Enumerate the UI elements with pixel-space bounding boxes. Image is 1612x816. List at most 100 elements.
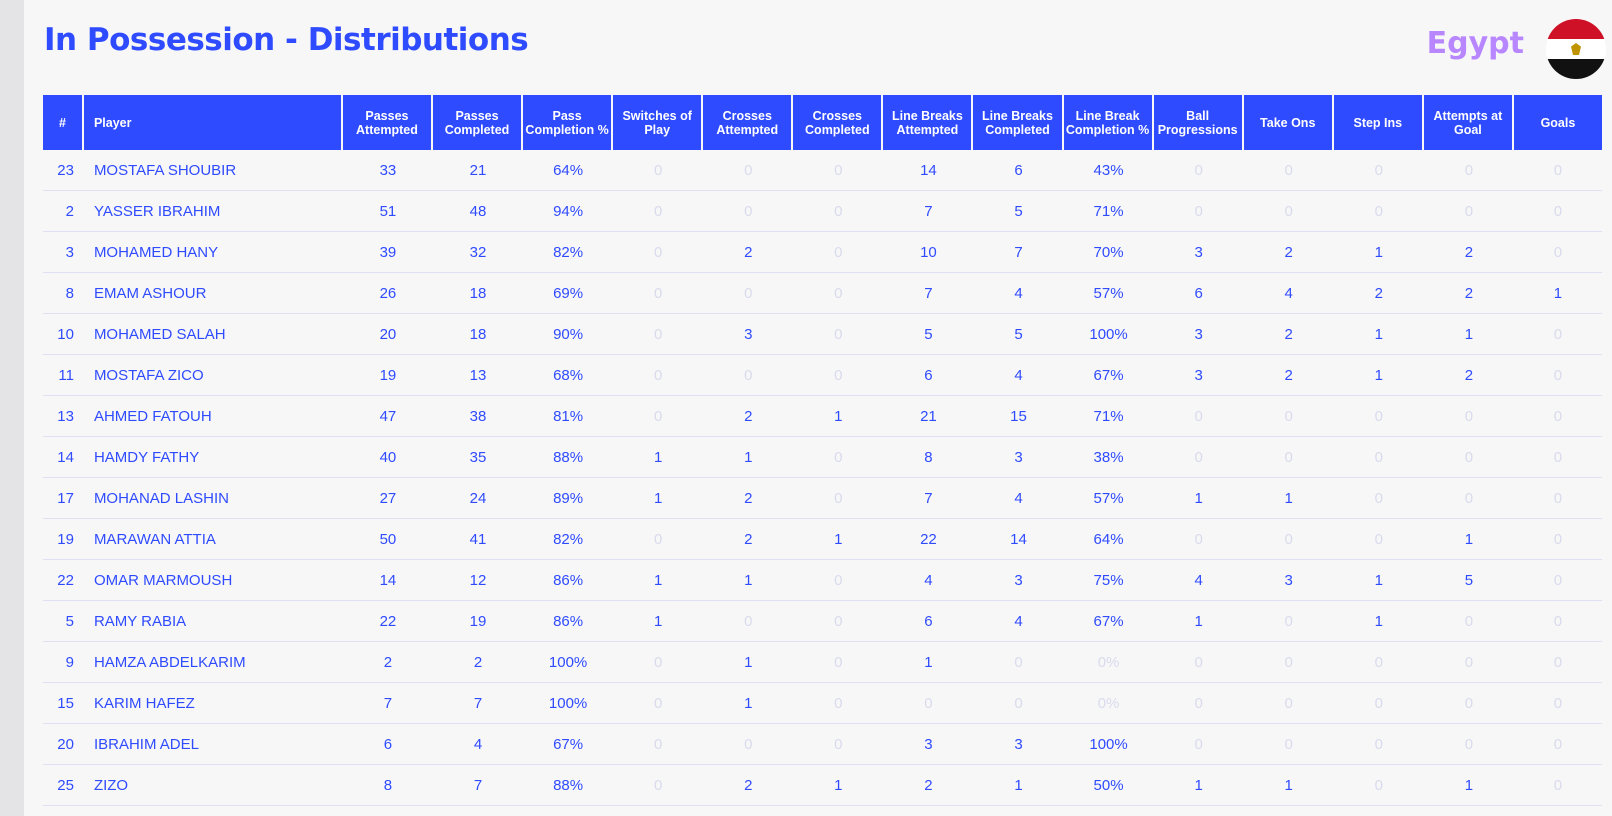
stat-cell: 100%	[523, 683, 614, 724]
stat-cell: 20	[342, 314, 433, 355]
stat-cell: 0	[1243, 191, 1334, 232]
stat-cell: 14	[883, 150, 974, 191]
column-header[interactable]: Passes Completed	[432, 95, 524, 150]
stat-cell: 0	[1513, 437, 1602, 478]
column-header[interactable]: Line Breaks Completed	[973, 95, 1064, 150]
stat-cell: 1	[1333, 232, 1424, 273]
stat-cell: 0	[1513, 683, 1602, 724]
table-row[interactable]: 25 ZIZO 8 7 88% 0 2 1 2 1 50% 1 1 0 1 0	[43, 765, 1602, 806]
column-header[interactable]: Attempts at Goal	[1423, 95, 1514, 150]
stat-cell: 2	[883, 765, 974, 806]
stat-cell: 0	[793, 273, 884, 314]
stat-cell: 5	[883, 314, 974, 355]
stat-cell: 2	[1243, 314, 1334, 355]
stat-cell: 0	[613, 683, 704, 724]
stat-cell: 0	[1153, 150, 1244, 191]
stat-cell: 26	[342, 273, 433, 314]
table-row[interactable]: 9 HAMZA ABDELKARIM 2 2 100% 0 1 0 1 0 0% 0 0 0 0 0	[43, 642, 1602, 683]
table-row[interactable]: 13 AHMED FATOUH 47 38 81% 0 2 1 21 15 71% 0 0 0 0 0	[43, 396, 1602, 437]
stat-cell: 3	[1153, 232, 1244, 273]
stat-cell: 0	[703, 355, 794, 396]
table-row[interactable]: 10 MOHAMED SALAH 20 18 90% 0 3 0 5 5 100% 3 2 1 1 0	[43, 314, 1602, 355]
table-row[interactable]: 23 MOSTAFA SHOUBIR 33 21 64% 0 0 0 14 6 43% 0 0 0 0 0	[43, 150, 1602, 191]
stat-cell: 15	[973, 396, 1064, 437]
table-row[interactable]: 3 MOHAMED HANY 39 32 82% 0 2 0 10 7 70% 3 2 1 2 0	[43, 232, 1602, 273]
column-header[interactable]: Goals	[1513, 95, 1602, 150]
table-row[interactable]: 19 MARAWAN ATTIA 50 41 82% 0 2 1 22 14 64% 0 0 0 1 0	[43, 519, 1602, 560]
table-row[interactable]: 14 HAMDY FATHY 40 35 88% 1 1 0 8 3 38% 0 0 0 0 0	[43, 437, 1602, 478]
stat-cell: 75%	[1063, 560, 1154, 601]
column-header[interactable]: Crosses Attempted	[703, 95, 794, 150]
stat-cell: 0	[1153, 642, 1244, 683]
column-header[interactable]: Line Break Completion %	[1063, 95, 1154, 150]
stat-cell: 1	[793, 396, 884, 437]
stat-cell: 0	[1243, 683, 1334, 724]
column-header[interactable]: Player	[83, 95, 343, 150]
stat-cell: 0	[1513, 519, 1602, 560]
column-header[interactable]: Line Breaks Attempted	[883, 95, 974, 150]
player-name: MOSTAFA ZICO	[83, 355, 343, 396]
table-body: 23 MOSTAFA SHOUBIR 33 21 64% 0 0 0 14 6 43% 0 0 0 0 0 2 Y…	[43, 150, 1602, 806]
stat-cell: 5	[973, 191, 1064, 232]
stat-cell: 6	[973, 150, 1064, 191]
stat-cell: 100%	[1063, 314, 1154, 355]
player-number: 20	[43, 724, 84, 765]
stat-cell: 71%	[1063, 396, 1154, 437]
stat-cell: 88%	[523, 765, 614, 806]
player-name: YASSER IBRAHIM	[83, 191, 343, 232]
stat-cell: 0	[613, 642, 704, 683]
table-row[interactable]: 5 RAMY RABIA 22 19 86% 1 0 0 6 4 67% 1 0 1 0 0	[43, 601, 1602, 642]
stat-cell: 1	[613, 478, 704, 519]
column-header[interactable]: Crosses Completed	[793, 95, 884, 150]
stat-cell: 7	[883, 273, 974, 314]
stat-cell: 0	[793, 355, 884, 396]
column-header[interactable]: #	[43, 95, 84, 150]
stat-cell: 7	[883, 191, 974, 232]
table-row[interactable]: 2 YASSER IBRAHIM 51 48 94% 0 0 0 7 5 71% 0 0 0 0 0	[43, 191, 1602, 232]
stat-cell: 69%	[523, 273, 614, 314]
distribution-stats-table: # Player Passes Attempted Passes Completed P…	[43, 95, 1602, 806]
column-header[interactable]: Passes Attempted	[342, 95, 433, 150]
player-number: 3	[43, 232, 84, 273]
eagle-icon	[1571, 43, 1581, 55]
stat-cell: 0	[1333, 150, 1424, 191]
stat-cell: 2	[1243, 355, 1334, 396]
stat-cell: 0	[1333, 519, 1424, 560]
stat-cell: 0	[1243, 724, 1334, 765]
stat-cell: 0	[793, 683, 884, 724]
stat-cell: 3	[973, 560, 1064, 601]
stat-cell: 0	[793, 601, 884, 642]
stat-cell: 1	[1423, 765, 1514, 806]
stat-cell: 50%	[1063, 765, 1154, 806]
stat-cell: 0	[1333, 765, 1424, 806]
stat-cell: 2	[1423, 273, 1514, 314]
stat-cell: 0	[613, 724, 704, 765]
player-number: 9	[43, 642, 84, 683]
player-number: 11	[43, 355, 84, 396]
table-row[interactable]: 22 OMAR MARMOUSH 14 12 86% 1 1 0 4 3 75% 4 3 1 5 0	[43, 560, 1602, 601]
stat-cell: 0	[793, 724, 884, 765]
stat-cell: 90%	[523, 314, 614, 355]
table-row[interactable]: 17 MOHANAD LASHIN 27 24 89% 1 2 0 7 4 57% 1 1 0 0 0	[43, 478, 1602, 519]
column-header[interactable]: Step Ins	[1333, 95, 1424, 150]
column-header[interactable]: Switches of Play	[613, 95, 704, 150]
column-header[interactable]: Ball Progressions	[1153, 95, 1244, 150]
stat-cell: 12	[432, 560, 524, 601]
column-header[interactable]: Take Ons	[1243, 95, 1334, 150]
table-row[interactable]: 15 KARIM HAFEZ 7 7 100% 0 1 0 0 0 0% 0 0 0 0 0	[43, 683, 1602, 724]
stat-cell: 38%	[1063, 437, 1154, 478]
stat-cell: 2	[1423, 355, 1514, 396]
stat-cell: 2	[1333, 273, 1424, 314]
stat-cell: 0	[1243, 519, 1334, 560]
player-name: MARAWAN ATTIA	[83, 519, 343, 560]
stat-cell: 0	[1513, 478, 1602, 519]
stat-cell: 4	[973, 478, 1064, 519]
table-row[interactable]: 11 MOSTAFA ZICO 19 13 68% 0 0 0 6 4 67% 3 2 1 2 0	[43, 355, 1602, 396]
table-row[interactable]: 8 EMAM ASHOUR 26 18 69% 0 0 0 7 4 57% 6 4 2 2 1	[43, 273, 1602, 314]
stat-cell: 0	[793, 560, 884, 601]
column-header[interactable]: Pass Completion %	[523, 95, 614, 150]
player-number: 2	[43, 191, 84, 232]
table-row[interactable]: 20 IBRAHIM ADEL 6 4 67% 0 0 0 3 3 100% 0 0 0 0 0	[43, 724, 1602, 765]
stat-cell: 51	[342, 191, 433, 232]
stat-cell: 0	[1513, 724, 1602, 765]
